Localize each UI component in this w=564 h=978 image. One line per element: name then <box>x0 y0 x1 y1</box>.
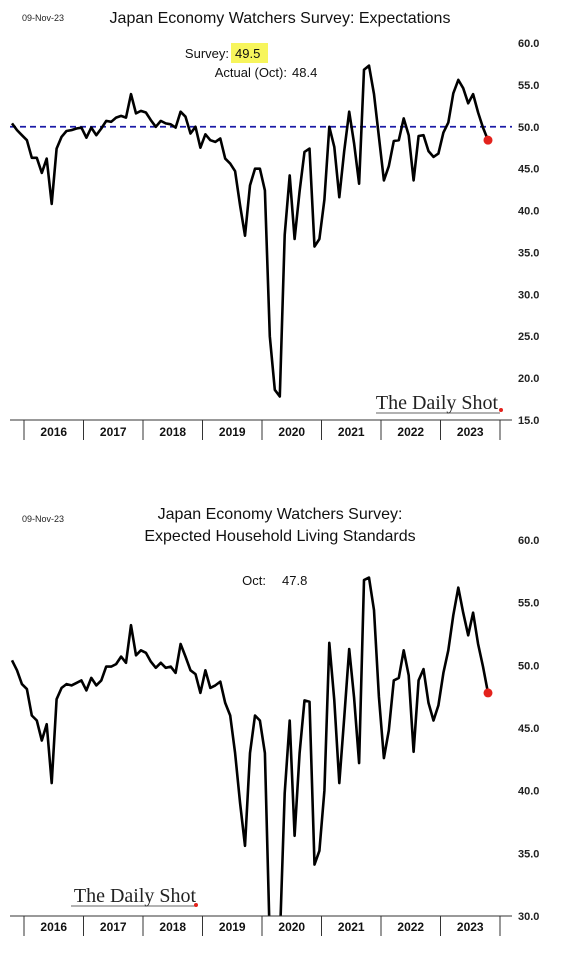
actual-label: Actual (Oct): <box>215 65 287 80</box>
x-tick-label: 2017 <box>100 425 127 439</box>
series-line <box>10 64 490 398</box>
y-tick-label: 60.0 <box>518 38 539 50</box>
y-axis: 30.0 35.0 40.0 45.0 50.0 55.0 60.0 <box>518 535 539 923</box>
x-tick-label: 2019 <box>219 425 246 439</box>
chart-household-living-standards: 09-Nov-23 Japan Economy Watchers Survey:… <box>10 506 539 936</box>
survey-value: 49.5 <box>235 46 260 61</box>
logo-text: The Daily Shot <box>74 885 197 907</box>
x-axis: 2016 2017 2018 2019 2020 2021 2022 2023 <box>10 915 512 936</box>
date-label: 09-Nov-23 <box>22 514 64 524</box>
y-tick-label: 25.0 <box>518 331 539 343</box>
y-tick-label: 30.0 <box>518 911 539 923</box>
survey-label: Survey: <box>185 46 229 61</box>
x-tick-label: 2020 <box>278 920 305 934</box>
y-axis: 15.0 20.0 25.0 30.0 35.0 40.0 45.0 50.0 55.0 60.0 <box>518 38 539 427</box>
end-marker <box>483 135 493 145</box>
x-tick-label: 2018 <box>159 425 186 439</box>
y-tick-label: 35.0 <box>518 247 539 259</box>
x-tick-label: 2019 <box>219 920 246 934</box>
y-tick-label: 15.0 <box>518 415 539 427</box>
chart-expectations: 09-Nov-23 Japan Economy Watchers Survey:… <box>10 10 539 440</box>
y-tick-label: 40.0 <box>518 206 539 218</box>
chart-title-line-2: Expected Household Living Standards <box>144 528 415 545</box>
date-label: 09-Nov-23 <box>22 13 64 23</box>
x-tick-label: 2021 <box>338 425 365 439</box>
chart-title: Japan Economy Watchers Survey: Expectati… <box>110 10 451 27</box>
y-tick-label: 45.0 <box>518 164 539 176</box>
x-tick-label: 2020 <box>278 425 305 439</box>
x-ticks: 2016 2017 2018 2019 2020 2021 2022 2023 <box>23 916 501 936</box>
y-tick-label: 55.0 <box>518 598 539 610</box>
x-tick-label: 2018 <box>159 920 186 934</box>
end-marker <box>483 688 493 698</box>
y-tick-label: 50.0 <box>518 660 539 672</box>
y-tick-label: 45.0 <box>518 723 539 735</box>
x-ticks: 2016 2017 2018 2019 2020 2021 2022 2023 <box>23 420 501 440</box>
y-tick-label: 35.0 <box>518 848 539 860</box>
y-tick-label: 20.0 <box>518 373 539 385</box>
logo-text: The Daily Shot <box>376 392 499 414</box>
x-tick-label: 2021 <box>338 920 365 934</box>
x-tick-label: 2016 <box>40 425 67 439</box>
x-axis: 2016 2017 2018 2019 2020 2021 2022 2023 <box>10 419 512 440</box>
y-tick-label: 40.0 <box>518 786 539 798</box>
logo-dot <box>499 408 503 412</box>
x-tick-label: 2023 <box>457 425 484 439</box>
logo: The Daily Shot <box>376 392 503 414</box>
y-tick-label: 60.0 <box>518 535 539 547</box>
oct-value: 47.8 <box>282 573 307 588</box>
y-tick-label: 30.0 <box>518 289 539 301</box>
logo: The Daily Shot <box>71 885 198 907</box>
x-tick-label: 2016 <box>40 920 67 934</box>
x-tick-label: 2023 <box>457 920 484 934</box>
x-tick-label: 2022 <box>397 920 424 934</box>
oct-label: Oct: <box>242 573 266 588</box>
survey-highlight <box>231 43 268 63</box>
actual-value: 48.4 <box>292 65 317 80</box>
x-tick-label: 2017 <box>100 920 127 934</box>
y-tick-label: 50.0 <box>518 122 539 134</box>
series-line <box>10 576 490 916</box>
x-tick-label: 2022 <box>397 425 424 439</box>
y-tick-label: 55.0 <box>518 80 539 92</box>
chart-title-line-1: Japan Economy Watchers Survey: <box>158 506 403 523</box>
logo-dot <box>194 903 198 907</box>
